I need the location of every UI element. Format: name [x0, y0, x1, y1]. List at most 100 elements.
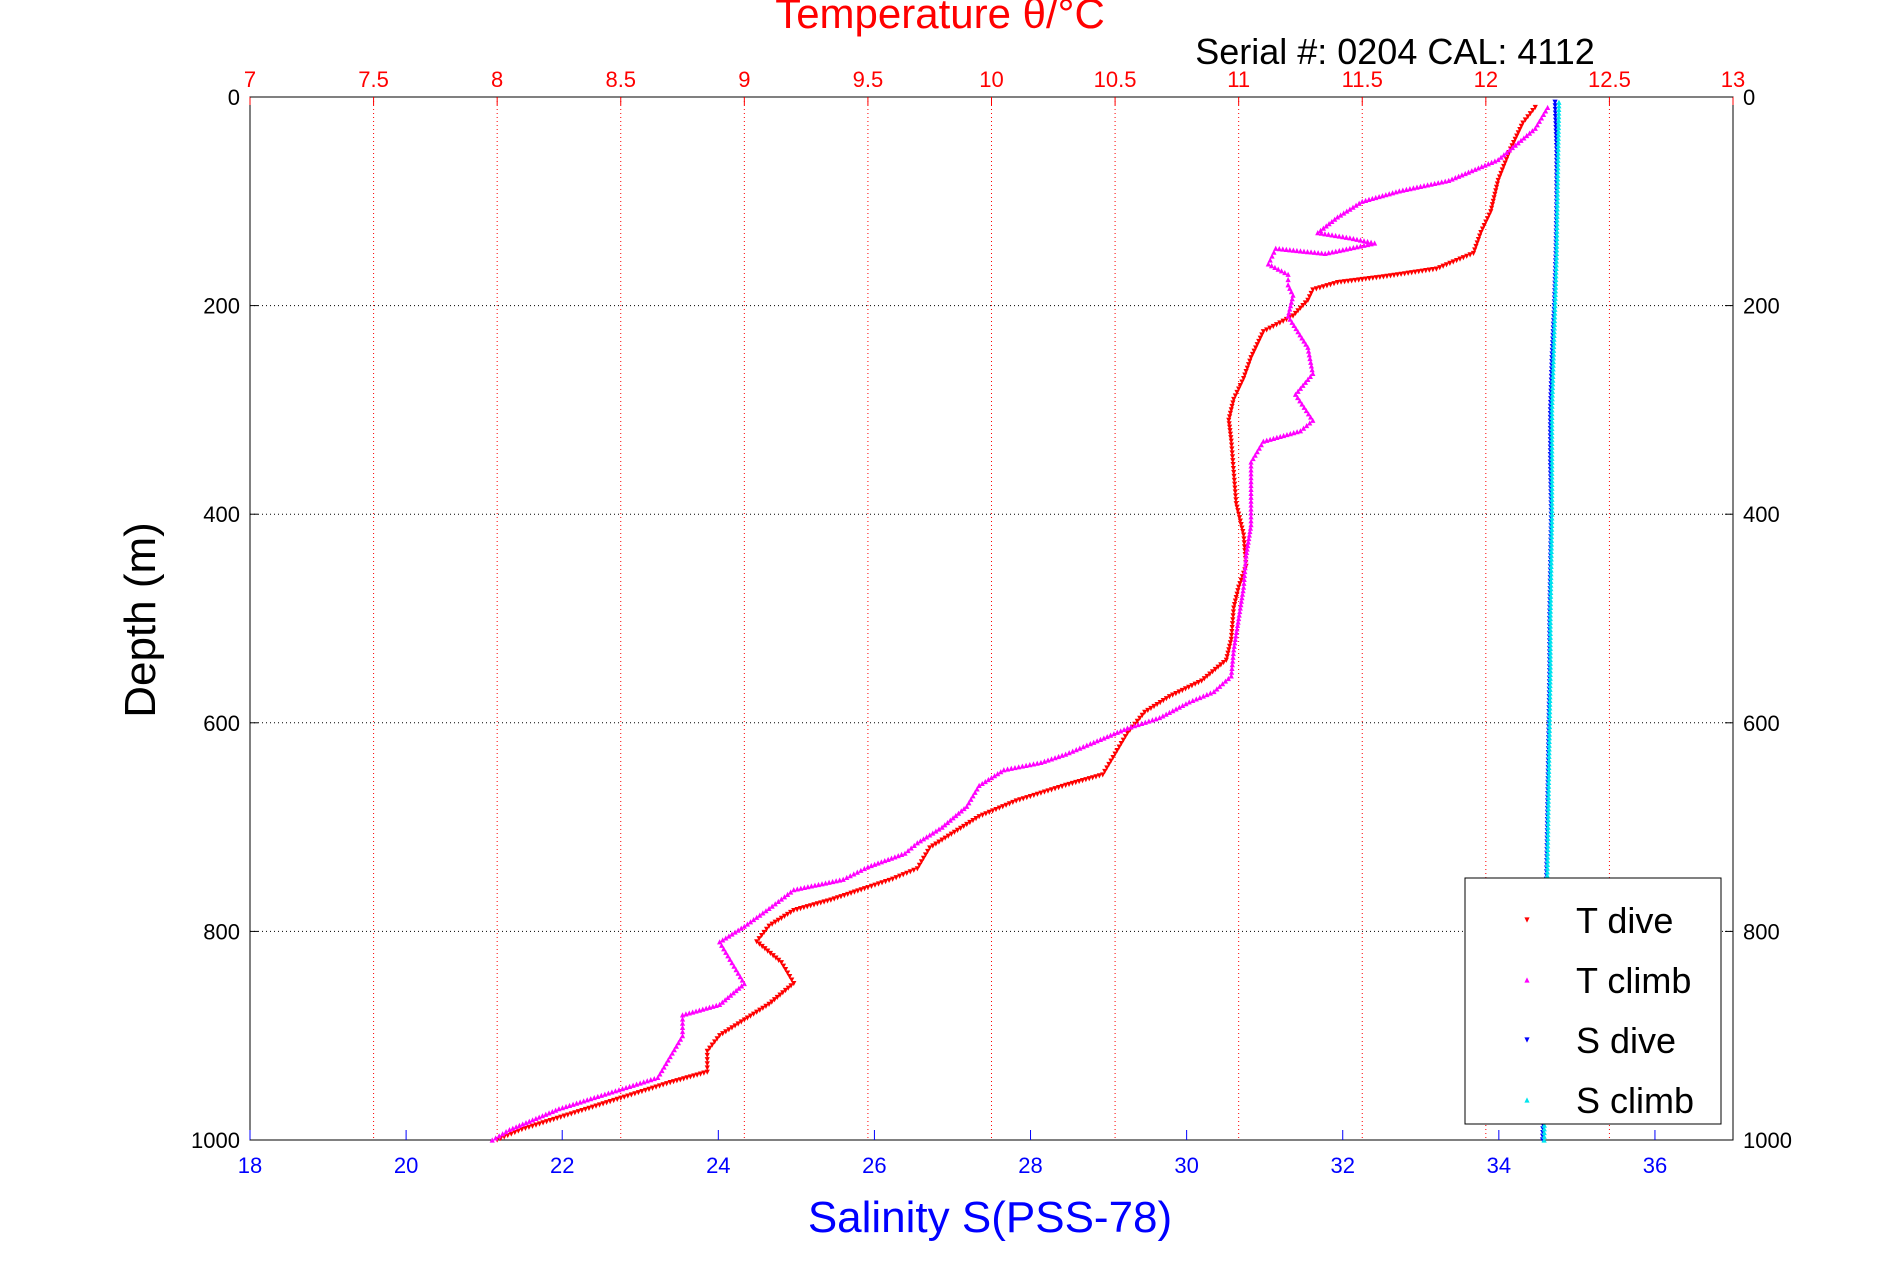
t-dive-marker — [1227, 428, 1233, 434]
t-dive-point — [1241, 532, 1247, 538]
t-climb-marker — [1301, 248, 1307, 254]
t-dive-marker — [775, 917, 781, 923]
t-climb-point — [1495, 156, 1501, 163]
t-climb-marker — [1104, 733, 1110, 740]
t-climb-marker — [1241, 572, 1248, 579]
t-climb-marker — [634, 1081, 640, 1087]
t-dive-marker — [1235, 588, 1241, 594]
depth-tick-label: 800 — [203, 919, 240, 944]
s-climb-marker — [1551, 336, 1557, 342]
t-climb-marker — [1485, 161, 1491, 167]
t-climb-marker — [958, 808, 964, 814]
s-climb-marker — [1552, 306, 1558, 312]
t-climb-marker — [1299, 401, 1305, 407]
s-climb-marker — [1553, 265, 1559, 271]
t-climb-marker — [861, 865, 867, 872]
t-dive-marker — [920, 855, 927, 861]
t-dive-marker — [1230, 465, 1237, 472]
t-climb-marker — [1289, 296, 1295, 302]
t-climb-marker — [1376, 193, 1382, 200]
s-climb-marker — [1555, 161, 1561, 167]
t-dive-marker — [1370, 275, 1376, 281]
t-dive-point — [951, 829, 958, 835]
t-climb-marker — [735, 927, 741, 933]
t-climb-marker — [1269, 253, 1275, 259]
t-dive-marker — [1405, 270, 1411, 276]
t-dive-point — [1231, 469, 1237, 476]
t-dive-marker — [1231, 477, 1237, 483]
t-climb-marker — [673, 1043, 679, 1049]
t-dive-marker — [707, 1045, 713, 1051]
t-climb-marker — [942, 822, 948, 828]
t-climb-marker — [1070, 748, 1076, 754]
t-dive-marker — [1245, 362, 1252, 368]
s-climb-marker — [1549, 515, 1555, 521]
s-climb-marker — [1554, 217, 1560, 223]
t-climb-marker — [1193, 696, 1199, 702]
t-climb-marker — [1400, 187, 1406, 193]
s-climb-marker — [1552, 295, 1558, 301]
t-climb-marker — [1197, 694, 1203, 701]
t-dive-marker — [1229, 454, 1236, 460]
s-climb-marker — [1541, 1129, 1547, 1136]
t-dive-marker — [1233, 497, 1239, 503]
t-climb-marker — [1364, 238, 1371, 245]
s-climb-marker — [1551, 340, 1557, 346]
s-climb-marker — [1550, 377, 1556, 383]
s-climb-marker — [1544, 854, 1551, 860]
s-climb-marker — [1551, 329, 1557, 335]
s-climb-marker — [1554, 209, 1560, 216]
t-climb-point — [1248, 490, 1254, 496]
t-climb-marker — [1277, 433, 1283, 440]
t-climb-marker — [733, 987, 739, 994]
t-dive-marker — [897, 873, 903, 879]
t-climb-point — [939, 824, 945, 830]
t-climb-marker — [1173, 706, 1179, 712]
t-dive-marker — [773, 955, 779, 961]
t-climb-marker — [1287, 306, 1293, 312]
s-climb-marker — [1545, 787, 1552, 793]
t-climb-marker — [1303, 407, 1309, 414]
t-climb-point — [964, 803, 970, 809]
t-dive-marker — [1366, 276, 1372, 282]
t-climb-point — [655, 1074, 661, 1081]
t-climb-marker — [1230, 658, 1236, 664]
t-climb-marker — [1248, 514, 1254, 520]
t-climb-marker — [533, 1115, 539, 1122]
t-climb-marker — [1332, 216, 1338, 222]
t-climb-marker — [1322, 231, 1328, 237]
t-climb-marker — [1336, 247, 1342, 254]
t-dive-marker — [1239, 525, 1245, 531]
t-dive-marker — [1489, 202, 1496, 208]
t-dive-point — [1470, 250, 1477, 257]
t-climb-marker — [1084, 742, 1090, 748]
t-dive-marker — [754, 1009, 760, 1015]
s-climb-marker — [1541, 1126, 1547, 1132]
t-dive-marker — [1238, 577, 1244, 583]
t-climb-point — [679, 1012, 686, 1018]
t-climb-marker — [830, 878, 836, 885]
chart-title: Temperature θ/°C — [775, 0, 1105, 37]
t-climb-marker — [598, 1092, 604, 1098]
t-dive-marker — [1292, 310, 1299, 317]
t-dive-marker — [1228, 435, 1234, 441]
t-climb-marker — [1271, 249, 1277, 255]
s-climb-marker — [1555, 157, 1561, 163]
t-dive-point — [717, 1033, 723, 1039]
t-climb-marker — [733, 967, 739, 973]
t-dive-marker — [1228, 407, 1234, 413]
s-climb-marker — [1554, 221, 1560, 227]
t-climb-marker — [626, 1083, 633, 1089]
t-dive-marker — [1295, 308, 1301, 314]
t-climb-marker — [1240, 588, 1246, 594]
t-climb-marker — [496, 1133, 502, 1139]
s-climb-marker — [1546, 783, 1552, 789]
t-climb-marker — [1379, 193, 1386, 199]
t-climb-marker — [1220, 681, 1226, 687]
t-climb-point — [1446, 177, 1452, 184]
t-dive-marker — [964, 821, 970, 828]
t-climb-marker — [1176, 704, 1182, 710]
t-dive-marker — [1416, 269, 1422, 275]
t-climb-marker — [1368, 241, 1374, 247]
t-climb-marker — [1267, 436, 1273, 442]
